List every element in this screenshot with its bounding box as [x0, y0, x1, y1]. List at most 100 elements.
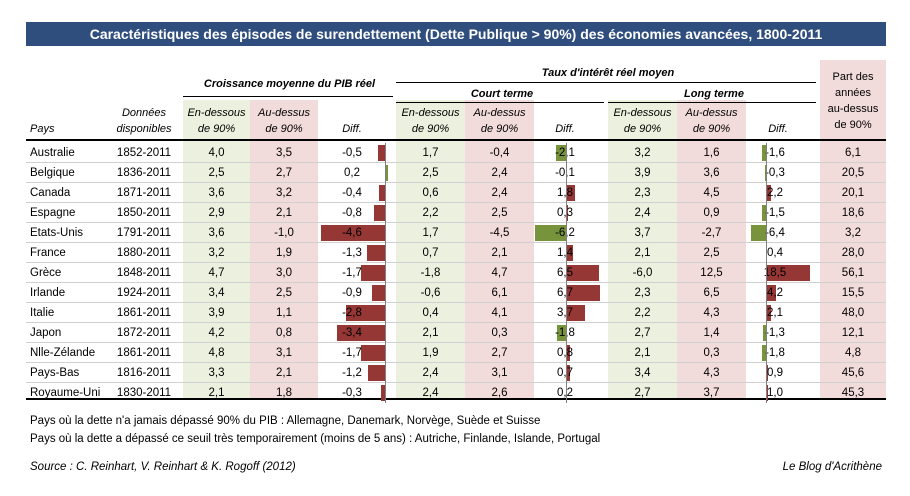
- bar-g-diff: [368, 365, 385, 381]
- bar-s-diff: [535, 225, 566, 241]
- cell-period: 1852-2011: [116, 147, 172, 159]
- cell-l-diff: 0,9: [767, 367, 783, 379]
- cell-g-above: 3,0: [276, 267, 292, 279]
- diff-axis: [766, 143, 767, 403]
- cell-l-below: 2,4: [634, 207, 651, 219]
- growth-below-header-1: En-dessous: [187, 107, 246, 119]
- cell-g-diff: -0,9: [342, 287, 362, 299]
- cell-s-diff: -6,2: [555, 227, 575, 239]
- cell-share: 12,1: [841, 327, 865, 339]
- cell-g-below: 3,9: [208, 307, 225, 319]
- bar-s-diff: [565, 165, 566, 181]
- row-divider: [26, 302, 886, 303]
- cell-s-above: 2,5: [491, 207, 508, 219]
- cell-g-diff: 0,2: [344, 167, 360, 179]
- cell-g-above: 2,7: [276, 167, 292, 179]
- cell-l-diff: -0,3: [765, 167, 785, 179]
- share-header-4: de 90%: [834, 119, 872, 131]
- short-above-header-2: de 90%: [480, 123, 519, 135]
- cell-g-above: 2,1: [276, 367, 292, 379]
- cell-g-below: 3,6: [208, 227, 225, 239]
- cell-g-diff: -1,2: [342, 367, 362, 379]
- cell-l-diff: 2,2: [767, 187, 783, 199]
- cell-s-diff: 0,8: [557, 347, 573, 359]
- bar-g-diff: [366, 245, 385, 261]
- bar-l-diff: [761, 345, 766, 361]
- long-above-header-1: Au-dessus: [685, 107, 738, 119]
- cell-l-diff: 4,2: [767, 287, 783, 299]
- cell-s-above: 4,1: [491, 307, 508, 319]
- source-citation: Source : C. Reinhart, V. Reinhart & K. R…: [30, 461, 296, 473]
- cell-l-above: 12,5: [700, 267, 723, 279]
- cell-s-below: 0,7: [422, 247, 439, 259]
- cell-g-below: 2,5: [208, 167, 225, 179]
- cell-s-above: 2,6: [491, 387, 508, 399]
- cell-l-diff: -6,4: [765, 227, 785, 239]
- bar-g-diff: [320, 225, 385, 241]
- cell-period: 1880-2011: [116, 247, 172, 259]
- cell-g-diff: -0,5: [342, 147, 362, 159]
- cell-l-above: -2,7: [701, 227, 722, 239]
- bar-l-diff: [762, 145, 766, 161]
- table-bottom-rule: [26, 398, 886, 400]
- bar-s-diff: [566, 365, 570, 381]
- cell-g-above: 2,5: [276, 287, 292, 299]
- cell-country: Nlle-Zélande: [30, 347, 96, 359]
- cell-s-below: 2,2: [422, 207, 439, 219]
- cell-s-above: 6,1: [491, 287, 508, 299]
- cell-l-below: 3,9: [634, 167, 651, 179]
- row-divider: [26, 282, 886, 283]
- cell-period: 1861-2011: [116, 347, 172, 359]
- cell-share: 3,2: [845, 227, 861, 239]
- long-below-band: [608, 100, 677, 398]
- cell-l-below: 2,1: [634, 347, 651, 359]
- cell-share: 45,3: [841, 387, 865, 399]
- cell-g-diff: -0,4: [342, 187, 362, 199]
- growth-below-band: [183, 100, 250, 398]
- cell-s-diff: 1,4: [557, 247, 573, 259]
- cell-share: 18,6: [841, 207, 865, 219]
- growth-above-band: [250, 100, 318, 398]
- bar-g-diff: [361, 265, 385, 281]
- row-divider: [26, 202, 886, 203]
- cell-l-diff: 1,0: [767, 387, 783, 399]
- bar-s-diff: [566, 245, 573, 261]
- cell-s-diff: 1,8: [557, 187, 573, 199]
- diff-axis: [385, 143, 386, 403]
- cell-g-below: 4,7: [208, 267, 225, 279]
- cell-period: 1816-2011: [116, 367, 172, 379]
- cell-l-above: 0,9: [703, 207, 720, 219]
- cell-share: 20,5: [841, 167, 865, 179]
- growth-diff-header: Diff.: [342, 123, 362, 135]
- note-never-exceeded: Pays où la dette n'a jamais dépassé 90% …: [30, 415, 541, 427]
- cell-l-above: 6,5: [703, 287, 720, 299]
- cell-l-diff: -1,8: [765, 347, 785, 359]
- country-header: Pays: [30, 123, 55, 135]
- row-divider: [26, 222, 886, 223]
- cell-share: 4,8: [845, 347, 861, 359]
- cell-g-below: 3,3: [208, 367, 225, 379]
- cell-g-above: 3,2: [276, 187, 292, 199]
- cell-s-above: -4,5: [489, 227, 510, 239]
- cell-l-diff: -1,6: [765, 147, 785, 159]
- cell-s-above: 0,3: [491, 327, 508, 339]
- cell-s-diff: 6,5: [557, 267, 573, 279]
- cell-s-below: 0,6: [422, 187, 439, 199]
- cell-g-diff: -4,6: [342, 227, 362, 239]
- cell-share: 15,5: [841, 287, 865, 299]
- row-divider: [26, 162, 886, 163]
- cell-l-below: 2,3: [634, 187, 651, 199]
- cell-l-diff: 0,4: [767, 247, 783, 259]
- long-below-header-2: de 90%: [623, 123, 662, 135]
- cell-g-below: 2,1: [208, 387, 225, 399]
- share-header-3: au-dessus: [827, 103, 879, 115]
- cell-g-below: 4,8: [208, 347, 225, 359]
- bar-s-diff: [557, 325, 566, 341]
- header-rule: [26, 139, 886, 141]
- growth-below-header-2: de 90%: [197, 123, 236, 135]
- short-below-header-2: de 90%: [411, 123, 450, 135]
- cell-s-diff: 3,7: [557, 307, 573, 319]
- diff-axis: [566, 143, 567, 403]
- cell-g-diff: -1,7: [342, 347, 362, 359]
- bar-g-diff: [345, 305, 385, 321]
